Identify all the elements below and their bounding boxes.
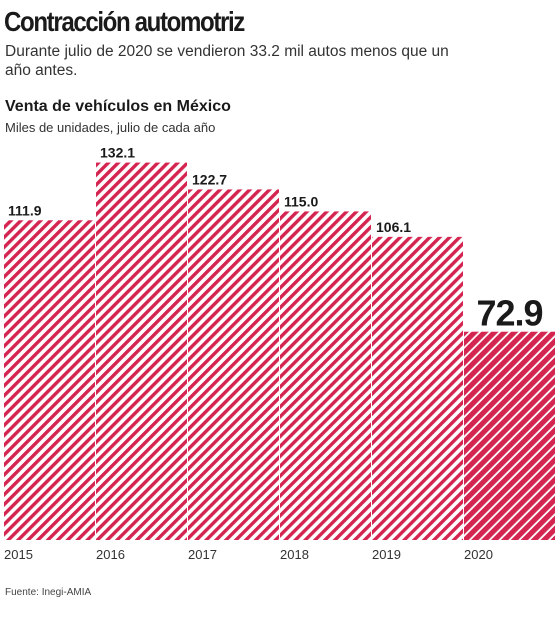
x-tick-2017: 2017 [188, 547, 217, 562]
dek: Durante julio de 2020 se vendieron 33.2 … [5, 43, 449, 79]
bar-2015 [4, 220, 95, 540]
value-label-2016: 132.1 [100, 145, 135, 161]
bar-2016 [96, 162, 187, 541]
value-label-2017: 122.7 [192, 171, 227, 187]
bars-group [4, 162, 555, 541]
bar-2018 [280, 211, 371, 540]
bar-2020 [464, 331, 555, 540]
source-note: Fuente: Inegi-AMIA [5, 587, 92, 598]
headline: Contracción automotriz [4, 6, 245, 37]
value-labels-group: 111.9 132.1 122.7 115.0 106.1 72.9 [8, 145, 544, 334]
value-label-2020: 72.9 [476, 293, 542, 334]
value-label-2019: 106.1 [376, 219, 411, 235]
x-tick-2020: 2020 [464, 547, 493, 562]
chart-title: Venta de vehículos en México [5, 98, 231, 115]
bar-2017 [188, 189, 279, 540]
chart-subtitle: Miles de unidades, julio de cada año [5, 120, 216, 135]
x-tick-2019: 2019 [372, 547, 401, 562]
x-tick-labels-group: 2015 2016 2017 2018 2019 2020 [4, 547, 493, 562]
value-label-2015: 111.9 [8, 202, 42, 218]
x-tick-2016: 2016 [96, 547, 125, 562]
x-tick-2018: 2018 [280, 547, 309, 562]
bar-2019 [372, 236, 463, 540]
value-label-2018: 115.0 [284, 193, 318, 209]
x-tick-2015: 2015 [4, 547, 33, 562]
